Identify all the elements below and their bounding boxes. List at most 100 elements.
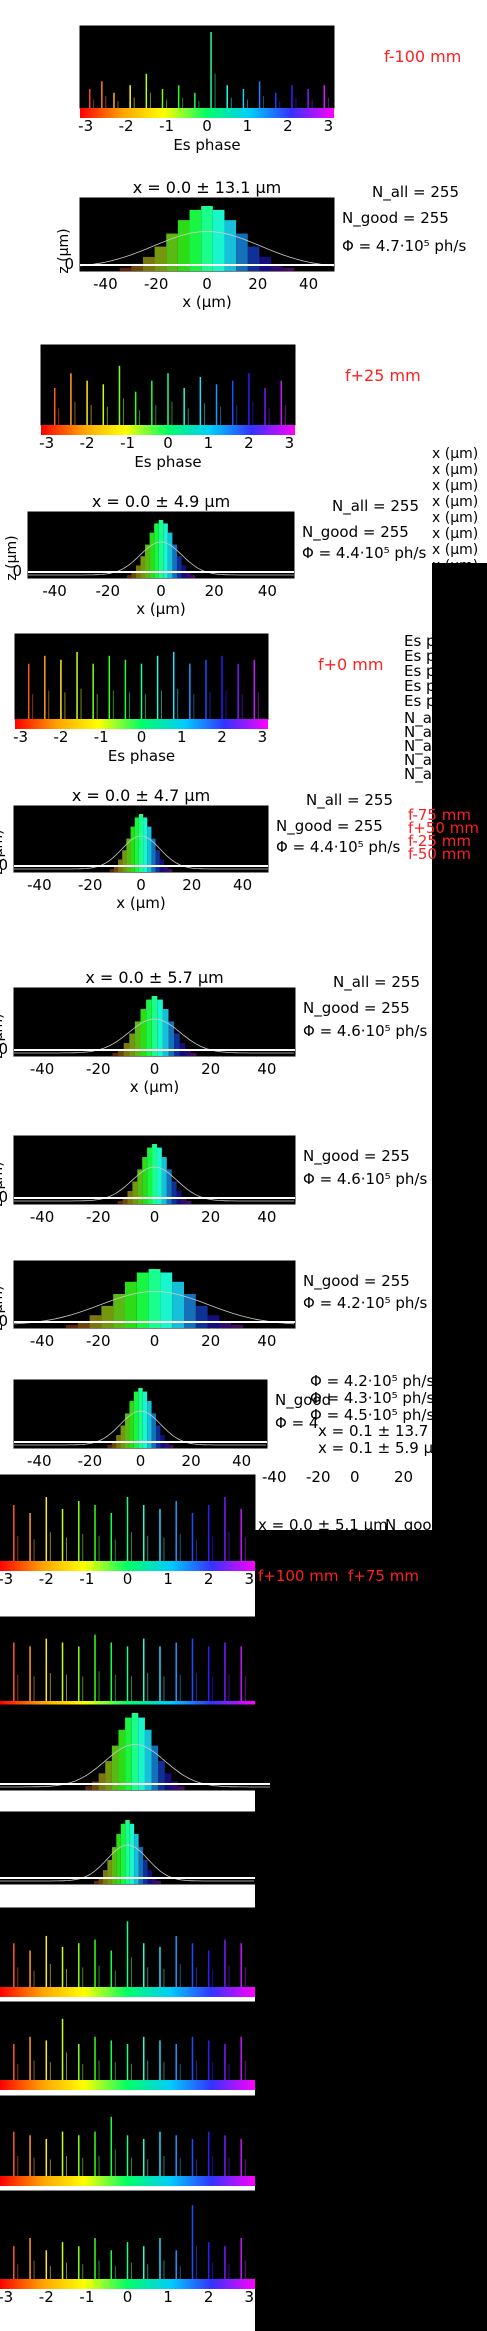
x-tick-label: 40 bbox=[257, 1060, 276, 1078]
beam-stripe bbox=[154, 246, 167, 271]
axis-separator bbox=[28, 571, 294, 573]
x-tick-label: -20 bbox=[86, 1332, 111, 1350]
fragment-phase-label: Es phase bbox=[404, 632, 471, 650]
x-tick-label: 3 bbox=[245, 1570, 255, 1588]
fragment-n-all-label: N_all = 255 bbox=[404, 723, 487, 742]
x-tick-label: -3 bbox=[13, 728, 28, 746]
beam-stripe bbox=[166, 233, 178, 271]
chart-17 bbox=[0, 2095, 256, 2186]
beam-stripe bbox=[94, 1880, 99, 1884]
beam-stripe bbox=[132, 1181, 138, 1204]
x-tick-label: 2 bbox=[204, 2288, 214, 2306]
x-tick-label: 20 bbox=[201, 1332, 220, 1350]
y-axis-label: z (µm) bbox=[0, 1285, 6, 1330]
x-tick-label: 0 bbox=[123, 1570, 133, 1588]
chart-11: -3 -2 -1 0 1 2 3 bbox=[0, 1474, 256, 1588]
phase-colorbar bbox=[15, 719, 268, 729]
beam-stripe bbox=[120, 1823, 126, 1884]
beam-stripe bbox=[122, 1197, 128, 1204]
x-axis-label: x (µm) bbox=[116, 894, 166, 912]
beam-stripe bbox=[105, 1761, 112, 1790]
x-tick-label: 0 bbox=[137, 728, 147, 746]
fragment-n-all-label: N_all = 255 bbox=[404, 709, 487, 728]
x-tick-label: -40 bbox=[30, 1060, 55, 1078]
axis-separator bbox=[14, 1049, 295, 1051]
x-tick-label: -20 bbox=[78, 876, 103, 894]
focus-annotation: f+25 mm bbox=[345, 366, 421, 385]
n-good-label: N_good = 255 bbox=[303, 999, 410, 1018]
n-all-label: N_all = 255 bbox=[333, 973, 420, 992]
beam-envelope bbox=[14, 1410, 266, 1446]
beam-stripe bbox=[190, 575, 196, 578]
beam-stripe bbox=[129, 1823, 135, 1884]
x-tick-label: 40 bbox=[257, 1208, 276, 1226]
beam-stripe bbox=[231, 1325, 244, 1328]
beam-stripe bbox=[151, 1745, 159, 1790]
y-axis-label: z (µm) bbox=[4, 535, 20, 580]
x-tick-label: 20 bbox=[201, 1208, 220, 1226]
beam-stripe bbox=[151, 838, 156, 872]
beam-stripe bbox=[164, 1773, 172, 1790]
flux-label: Φ = 4.4·10⁵ ph/s bbox=[276, 838, 400, 856]
flux-label: Φ = 4.4·10⁵ ph/s bbox=[302, 544, 426, 562]
lower-dark-panel bbox=[255, 1530, 487, 2331]
focus-annotation: f-100 mm bbox=[384, 47, 461, 66]
x-tick-label: -40 bbox=[30, 1332, 55, 1350]
beam-stripe bbox=[118, 1049, 124, 1056]
beam-stripe bbox=[113, 865, 119, 872]
x-tick-label: 40 bbox=[233, 876, 252, 894]
beam-stripe bbox=[111, 1441, 117, 1448]
n-good-label: N_good = 255 bbox=[303, 1147, 410, 1166]
chart-title: x = 0.0 ± 4.7 µm bbox=[72, 786, 210, 805]
beam-stripe bbox=[134, 817, 139, 872]
x-tick-label: -40 bbox=[27, 1452, 52, 1470]
beam-stripe bbox=[177, 220, 190, 271]
x-axis-label: x (µm) bbox=[130, 1078, 180, 1096]
axis-separator bbox=[0, 1783, 270, 1785]
x-tick-label: -40 bbox=[93, 275, 118, 293]
beam-stripe bbox=[124, 1281, 137, 1328]
beam-stripe bbox=[98, 1876, 103, 1884]
y-tick-label: 0 bbox=[0, 1040, 8, 1058]
axis-separator bbox=[0, 1877, 255, 1879]
beam-stripe bbox=[138, 1388, 143, 1448]
y-tick-label: 0 bbox=[64, 255, 74, 273]
chart-14 bbox=[0, 1811, 256, 1885]
beam-stripe bbox=[171, 1781, 178, 1790]
beam-stripe bbox=[147, 1147, 153, 1204]
x-axis-label: Es phase bbox=[173, 136, 240, 154]
x-tick-label: 2 bbox=[204, 1570, 214, 1588]
beam-stripe bbox=[282, 267, 295, 271]
n-good-label: N_good = 255 bbox=[303, 1272, 410, 1291]
beam-envelope bbox=[79, 231, 335, 267]
x-tick-label: 40 bbox=[258, 582, 277, 600]
beam-stripe bbox=[148, 1269, 161, 1328]
beam-stripe bbox=[125, 1717, 132, 1790]
beam-stripe bbox=[129, 1033, 135, 1056]
n-good-label: N_good = 255 bbox=[342, 209, 449, 228]
chart-15 bbox=[0, 1907, 256, 1997]
x-tick-label: 0 bbox=[136, 1452, 146, 1470]
chart-1: -3 -2 -1 0 1 2 3 Es phase f-100 mm bbox=[78, 25, 461, 154]
beam-stripe bbox=[247, 246, 260, 271]
fragment-n-all-label: N_all = 255 bbox=[404, 737, 487, 756]
beam-stripe bbox=[142, 1391, 148, 1448]
beam-stripe bbox=[138, 1717, 145, 1790]
n-all-label: N_all = 255 bbox=[372, 183, 459, 202]
beam-stripe bbox=[112, 1053, 119, 1056]
y-tick-label: 0 bbox=[12, 562, 22, 580]
axis-separator bbox=[14, 865, 268, 867]
fragment-n-all-label: N_all = 255 bbox=[404, 751, 487, 770]
phase-colorbar bbox=[41, 425, 295, 435]
beam-stripe bbox=[149, 532, 155, 578]
x-tick-label: -20 bbox=[144, 275, 169, 293]
x-tick-label: 20 bbox=[182, 1452, 201, 1470]
beam-stripe bbox=[131, 263, 143, 271]
x-tick-label: 1 bbox=[163, 2288, 173, 2306]
beam-stripe bbox=[152, 1144, 157, 1204]
x-tick-label: -40 bbox=[27, 876, 52, 894]
n-good-label: N_good = 255 bbox=[276, 817, 383, 836]
beam-stripe bbox=[163, 523, 168, 578]
fragment-x-label: x (µm) bbox=[432, 462, 478, 478]
